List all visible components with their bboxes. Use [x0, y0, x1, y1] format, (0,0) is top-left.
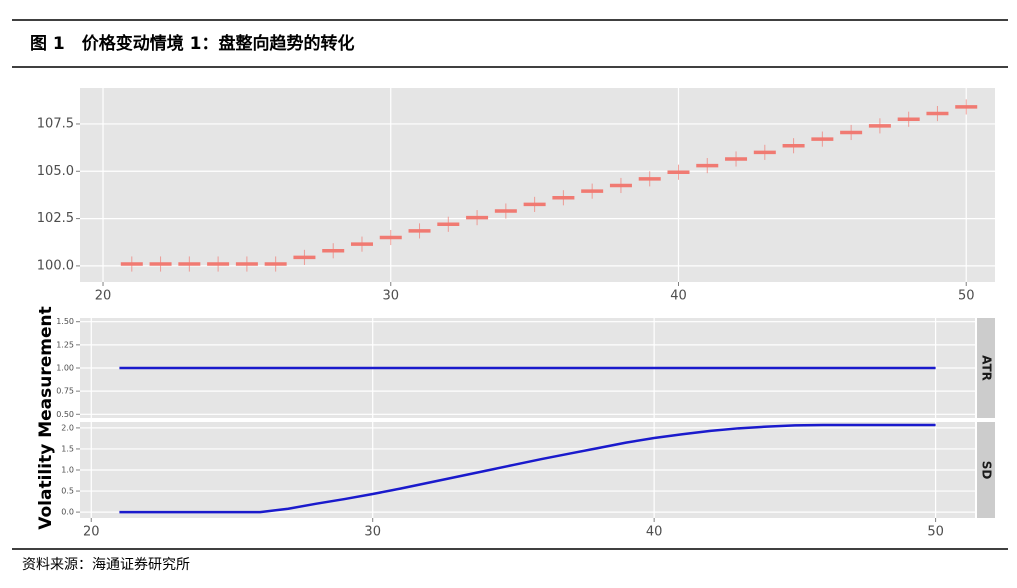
figure-title: 图 1 价格变动情境 1：盘整向趋势的转化: [30, 33, 355, 54]
y-tick-label: 100.0: [37, 258, 74, 273]
y-axis-label: Volatility Measurement: [36, 306, 56, 529]
line-series: [119, 423, 936, 514]
x-tick-label: 20: [83, 525, 100, 540]
x-tick-label: 20: [95, 289, 112, 304]
y-tick-label: 107.5: [37, 116, 74, 131]
x-tick-label: 40: [646, 525, 663, 540]
y-tick-label: 0.0: [61, 508, 74, 517]
facet-label: SD: [980, 461, 994, 480]
facet-strip: [977, 318, 995, 418]
y-tick-label: 102.5: [37, 211, 74, 226]
y-tick-label: 1.50: [56, 317, 74, 326]
facet-strip: [977, 422, 995, 518]
y-tick-label: 0.75: [56, 387, 74, 396]
x-tick-label: 40: [670, 289, 687, 304]
y-tick-label: 0.5: [61, 487, 74, 496]
y-tick-label: 1.00: [56, 364, 74, 373]
y-tick-label: 1.5: [61, 444, 74, 453]
plot-background: [80, 88, 995, 282]
y-tick-label: 2.0: [61, 423, 74, 432]
y-tick-label: 0.50: [56, 410, 74, 419]
y-tick-label: 105.0: [37, 164, 74, 179]
source-note: 资料来源：海通证券研究所: [22, 557, 190, 573]
facet-label: ATR: [980, 355, 994, 381]
y-tick-label: 1.25: [56, 340, 74, 349]
y-tick-label: 1.0: [61, 466, 74, 475]
x-tick-label: 30: [382, 289, 399, 304]
x-tick-label: 50: [958, 289, 975, 304]
x-tick-label: 50: [927, 525, 944, 540]
x-tick-label: 30: [364, 525, 381, 540]
